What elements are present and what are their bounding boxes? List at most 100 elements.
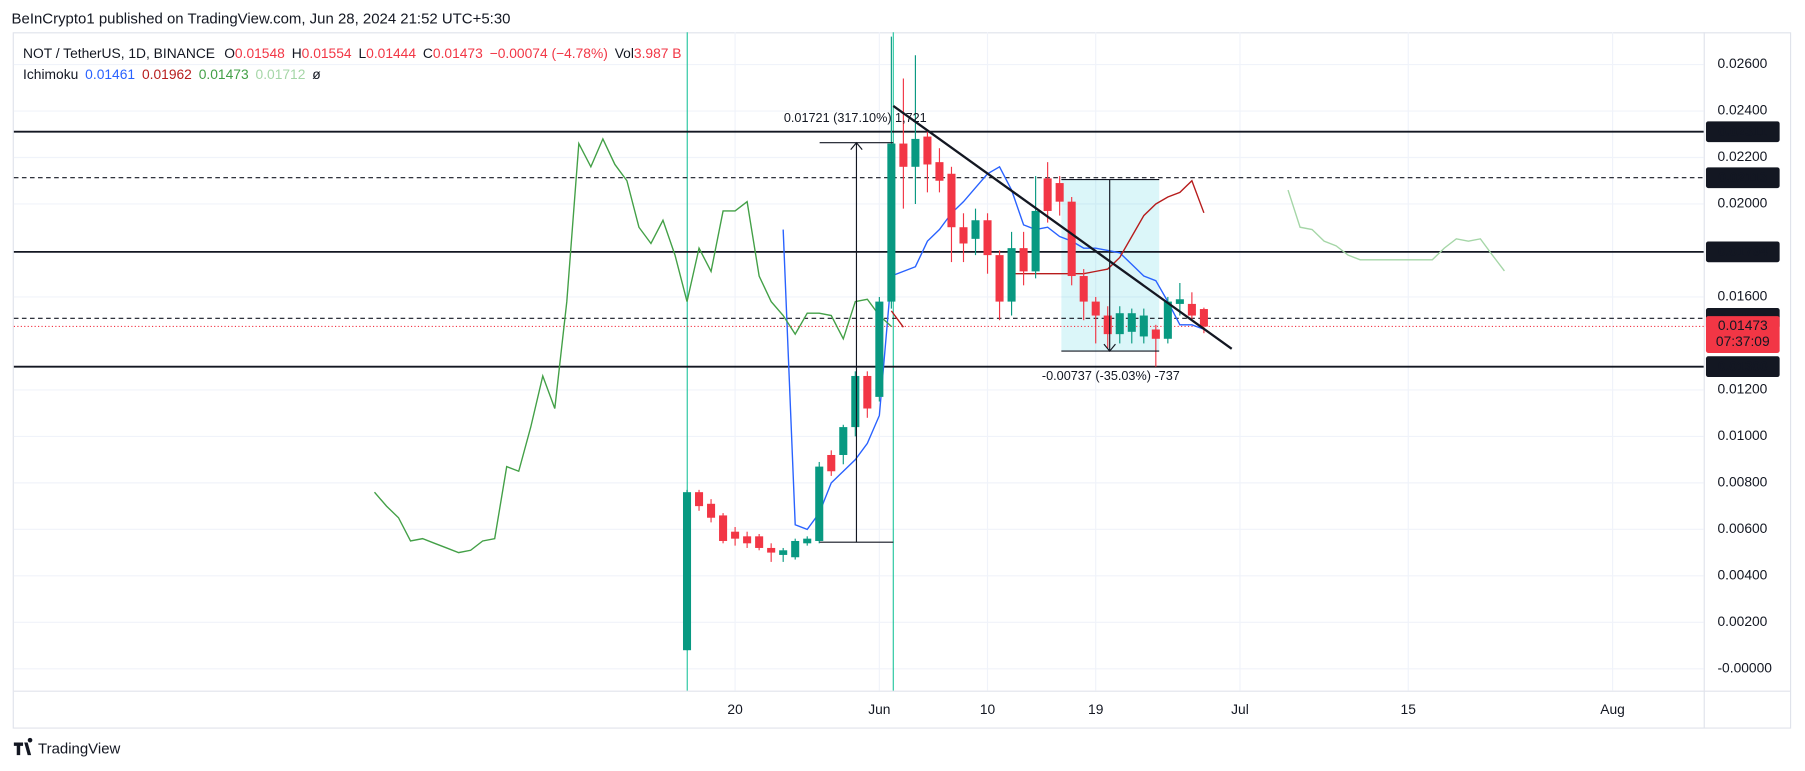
y-tick-label: 0.01200 (1717, 381, 1767, 397)
candle-body (875, 301, 884, 397)
candle-body (923, 136, 932, 165)
measure-arrow (850, 141, 863, 151)
measure-label: -0.00737 (-35.03%) -737 (1042, 369, 1180, 383)
published: BeInCrypto1 published on TradingView.com… (12, 11, 511, 28)
x-tick-label: Aug (1600, 701, 1625, 717)
y-tick-label: 0.00400 (1717, 566, 1767, 582)
candle-body (959, 227, 968, 244)
candle-body (971, 220, 980, 239)
y-tick-label: 0.00800 (1717, 474, 1767, 490)
level-label-box (1705, 356, 1780, 378)
plot (13, 36, 1704, 651)
ohlc-value: 0.01473 (433, 45, 483, 61)
measure-label: 0.01721 (317.10%) 1,721 (784, 111, 927, 125)
ohlc-value: 0.01548 (235, 45, 285, 61)
measure-arrow (1103, 343, 1116, 352)
candle-body (755, 536, 764, 548)
y-tick-label: 0.00200 (1717, 613, 1767, 629)
level-label: 0.01794 (1718, 243, 1768, 259)
indicator-line (373, 137, 892, 554)
candle-body (1127, 313, 1136, 332)
countdown: 07:37:09 (1716, 333, 1770, 349)
candle-body (1175, 299, 1184, 304)
candle-body (1199, 309, 1208, 327)
candle-body (947, 173, 956, 228)
candle-body (682, 492, 692, 651)
logo (13, 737, 33, 756)
pane-frame (12, 32, 1792, 729)
candle-body (851, 375, 860, 428)
ohlc-value: 0.01554 (302, 45, 352, 61)
indicator-line (890, 179, 1205, 328)
x-tick-label: Jun (868, 701, 890, 717)
candle-body (1139, 315, 1148, 337)
candle-body (1091, 301, 1100, 316)
candle-body (983, 220, 992, 256)
candle-body (935, 162, 944, 181)
footer: TradingView (13, 737, 121, 757)
candle-body (791, 540, 800, 558)
ohlc-key: L (358, 45, 366, 61)
candle-body (995, 255, 1004, 302)
candle-body (911, 138, 920, 167)
indicator-legend: Ichimoku 0.01461 0.01962 0.01473 0.01712 ø (23, 65, 321, 81)
candle-body (1031, 210, 1040, 272)
level-label: 0.02311 (1718, 123, 1767, 139)
x-tick-label: 15 (1401, 701, 1417, 717)
candle-body (1019, 248, 1028, 272)
candle-body (887, 143, 896, 302)
candle-body (839, 427, 848, 455)
indicator-extra: ø (312, 65, 321, 81)
indicator-line (1287, 189, 1505, 272)
vol-key: Vol (615, 45, 634, 61)
y-tick-label: 0.01000 (1717, 427, 1767, 443)
indicator-name: Ichimoku (23, 65, 78, 81)
y-tick-label: 0.00600 (1717, 520, 1767, 536)
candle-body (695, 492, 704, 507)
candle-body (815, 466, 824, 541)
candle-body (719, 515, 728, 541)
y-tick-label: 0.02600 (1717, 55, 1767, 71)
candle-body (863, 375, 872, 409)
measure-rise: 0.01721 (317.10%) 1,721 (784, 111, 927, 543)
ohlc-key: O (224, 45, 235, 61)
candle-body (1043, 178, 1052, 211)
y-tick-label: 0.02000 (1717, 195, 1767, 211)
grid (13, 32, 1704, 691)
last-price-label: 0.01473 (1718, 317, 1768, 333)
level-label-box (1705, 121, 1780, 143)
symbol: NOT / TetherUS, 1D, BINANCE (23, 45, 215, 61)
footer-brand: TradingView (38, 740, 120, 757)
y-tick-label: -0.00000 (1717, 659, 1772, 675)
indicator-value: 0.01962 (142, 65, 192, 81)
candle-body (803, 538, 812, 544)
y-tick-label: 0.01600 (1717, 288, 1767, 304)
change: −0.00074 (−4.78%) (490, 45, 608, 61)
candle-body (779, 550, 788, 555)
ohlc-value: 0.01444 (366, 45, 416, 61)
last-price-box (1705, 316, 1780, 353)
candle-body (743, 536, 752, 544)
trend-line (892, 104, 1233, 350)
candle-body (731, 531, 740, 539)
candle-body (1079, 276, 1088, 302)
y-tick-label: 0.02400 (1717, 102, 1767, 118)
candle-body (1007, 248, 1016, 302)
y-tick-label: 0.02200 (1717, 148, 1767, 164)
candle-body (707, 503, 716, 518)
candle-body (1067, 201, 1076, 277)
ohlc-key: C (423, 45, 433, 61)
candle-body (1151, 329, 1160, 339)
candle-body (899, 143, 908, 167)
indicator-value: 0.01461 (85, 65, 135, 81)
level-label: 0.02113 (1718, 169, 1767, 185)
vol: 3.987 B (634, 45, 682, 61)
candle-body (767, 547, 776, 553)
candle-body (1115, 313, 1124, 335)
x-tick-label: 20 (727, 701, 743, 717)
indicator-value: 0.01473 (199, 65, 249, 81)
level-label: 0.01300 (1718, 358, 1768, 374)
x-tick-label: 19 (1088, 701, 1104, 717)
